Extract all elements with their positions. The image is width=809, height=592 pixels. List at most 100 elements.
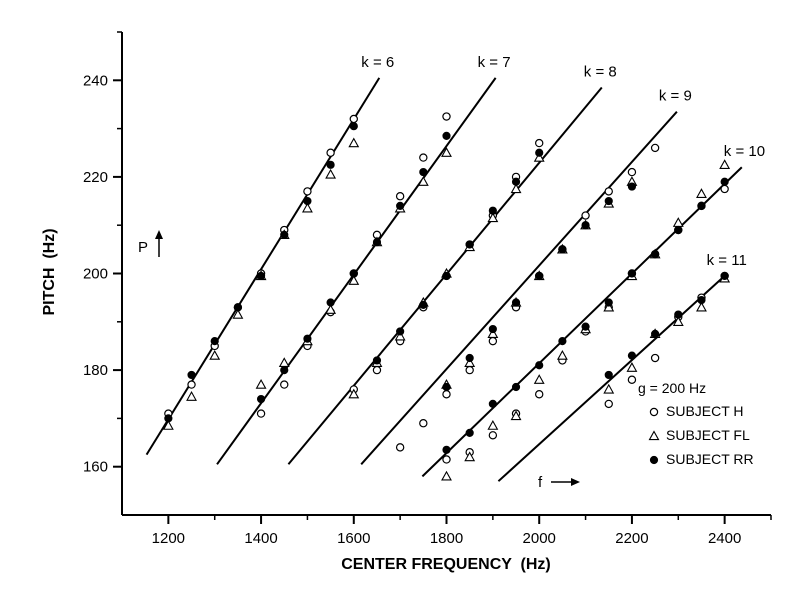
- marker-subject-fl: [394, 330, 406, 341]
- marker-subject-rr: [326, 298, 335, 307]
- marker-subject-h: [627, 375, 637, 384]
- marker-subject-rr: [581, 322, 590, 331]
- marker-subject-fl: [209, 349, 221, 360]
- marker-subject-rr: [720, 271, 729, 281]
- legend: SUBJECT H SUBJECT FL SUBJECT RR: [648, 403, 754, 467]
- legend-label: SUBJECT RR: [666, 451, 754, 467]
- x-tick-label: 2200: [615, 530, 648, 547]
- p-label: P: [138, 239, 148, 256]
- marker-subject-fl: [533, 151, 545, 162]
- fit-line: [421, 166, 743, 478]
- marker-subject-fl: [417, 176, 429, 186]
- marker-subject-rr: [396, 327, 405, 336]
- marker-subject-h: [535, 138, 544, 148]
- marker-subject-rr: [396, 201, 405, 210]
- marker-subject-rr: [604, 196, 613, 206]
- x-tick-label: 2000: [523, 530, 556, 547]
- marker-subject-h: [720, 184, 729, 194]
- marker-subject-rr: [326, 160, 335, 169]
- marker-subject-rr: [442, 271, 451, 281]
- marker-subject-fl: [441, 147, 452, 157]
- marker-subject-rr: [535, 361, 544, 370]
- marker-subject-fl: [648, 430, 660, 441]
- marker-subject-h: [604, 187, 613, 196]
- marker-subject-fl: [672, 217, 684, 227]
- y-tick-label: 180: [83, 362, 108, 379]
- marker-subject-h: [649, 407, 659, 417]
- f-label: f: [538, 474, 543, 491]
- k-label: k = 10: [724, 143, 765, 160]
- k-label: k = 6: [361, 54, 394, 71]
- marker-subject-fl: [510, 410, 522, 421]
- marker-subject-h: [280, 380, 289, 389]
- x-tick-label: 1800: [430, 530, 463, 547]
- marker-subject-h: [419, 153, 428, 162]
- marker-subject-rr: [535, 148, 544, 157]
- marker-subject-rr: [210, 337, 219, 346]
- marker-subject-rr: [280, 230, 289, 239]
- marker-subject-rr: [256, 271, 266, 281]
- marker-subject-h: [650, 143, 660, 153]
- marker-subject-h: [372, 365, 382, 375]
- marker-subject-fl: [603, 383, 615, 394]
- ticks: 1200 1400 1600 1800 2000 2200 2400 160 180 200 220…: [83, 31, 772, 547]
- g-text: g = 200 Hz: [638, 380, 706, 396]
- marker-subject-h: [488, 431, 498, 440]
- x-tick-label: 2400: [708, 530, 741, 547]
- marker-subject-rr: [697, 201, 706, 210]
- marker-subject-rr: [627, 182, 637, 191]
- marker-subject-h: [303, 187, 312, 196]
- marker-subject-fl: [348, 275, 360, 285]
- marker-subject-rr: [511, 298, 521, 307]
- k-label: k = 11: [707, 252, 747, 269]
- marker-subject-rr: [372, 356, 382, 365]
- k-label: k = 7: [478, 54, 511, 71]
- y-axis-title: PITCH (Hz): [41, 228, 58, 315]
- marker-subject-h: [581, 211, 590, 220]
- y-tick-label: 240: [83, 72, 108, 89]
- marker-subject-fl: [464, 357, 476, 368]
- marker-subject-fl: [487, 328, 499, 339]
- x-axis-title: CENTER FREQUENCY (Hz): [341, 556, 551, 573]
- marker-subject-fl: [487, 212, 499, 223]
- marker-subject-h: [349, 114, 358, 124]
- marker-subject-fl: [186, 391, 197, 401]
- marker-subject-fl: [255, 378, 267, 389]
- marker-subject-h: [442, 112, 451, 121]
- marker-subject-rr: [419, 167, 428, 177]
- marker-subject-rr: [720, 177, 729, 186]
- marker-subject-rr: [488, 324, 497, 334]
- marker-subject-h: [419, 419, 428, 428]
- marker-subject-rr: [558, 245, 567, 254]
- marker-subject-h: [395, 443, 405, 452]
- data-markers: [162, 112, 731, 481]
- marker-subject-rr: [233, 303, 242, 312]
- y-tick-label: 200: [83, 266, 108, 283]
- marker-subject-h: [395, 192, 405, 201]
- marker-subject-rr: [535, 271, 544, 281]
- marker-subject-rr: [303, 334, 312, 343]
- marker-subject-h: [187, 380, 196, 389]
- marker-subject-fl: [464, 451, 476, 462]
- marker-subject-rr: [465, 428, 474, 437]
- marker-subject-rr: [303, 196, 312, 206]
- f-arrow-head: [571, 478, 580, 486]
- marker-subject-h: [326, 148, 335, 157]
- marker-subject-fl: [626, 362, 638, 372]
- fit-line: [497, 275, 726, 482]
- k-label: k = 8: [584, 64, 617, 81]
- marker-subject-rr: [649, 455, 659, 465]
- marker-subject-rr: [372, 238, 382, 247]
- marker-subject-fl: [533, 374, 545, 384]
- marker-subject-fl: [603, 301, 615, 312]
- marker-subject-fl: [232, 308, 244, 319]
- marker-subject-fl: [556, 349, 568, 360]
- marker-subject-fl: [696, 188, 707, 198]
- marker-subject-h: [535, 390, 544, 399]
- marker-subject-rr: [627, 351, 637, 360]
- marker-subject-fl: [672, 316, 684, 326]
- marker-subject-h: [604, 399, 613, 409]
- marker-subject-h: [256, 409, 266, 418]
- marker-subject-rr: [674, 225, 683, 235]
